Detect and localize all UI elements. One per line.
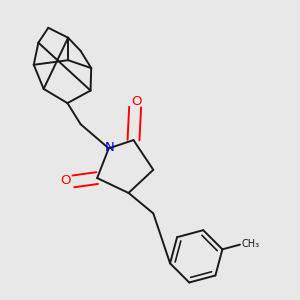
Text: O: O [60, 174, 71, 187]
Text: N: N [104, 141, 114, 154]
Text: CH₃: CH₃ [241, 239, 260, 249]
Text: O: O [131, 94, 142, 108]
